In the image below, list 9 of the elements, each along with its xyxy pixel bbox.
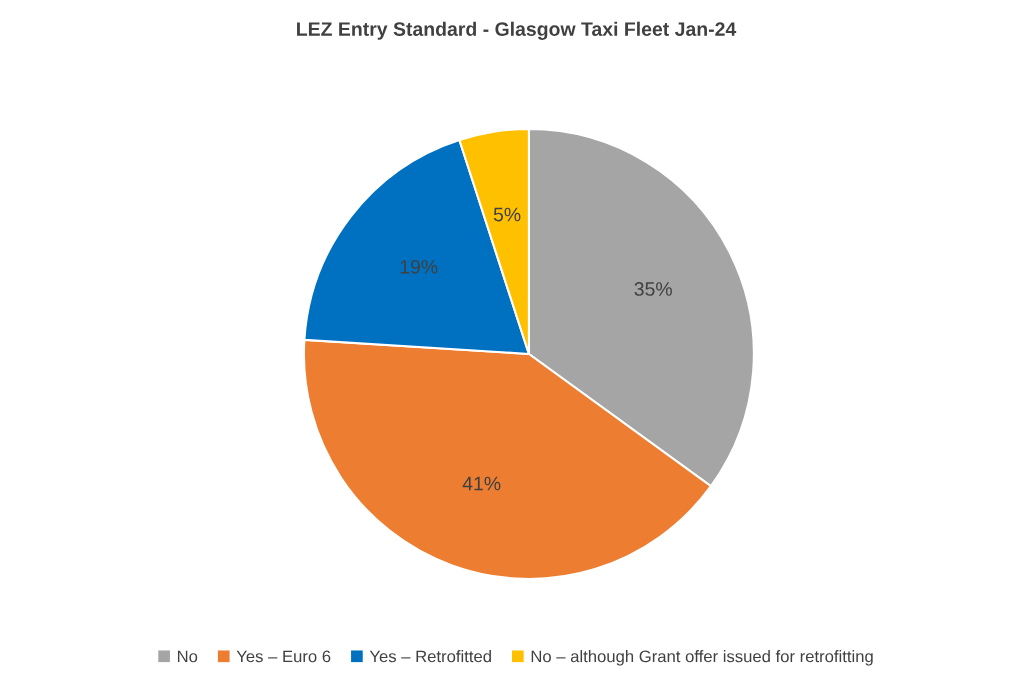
data-label: 19% (400, 259, 438, 274)
chart-title: LEZ Entry Standard - Glasgow Taxi Fleet Jan-24 (297, 21, 737, 40)
legend-label: No – although Grant offer issued for retrofitting (531, 650, 873, 666)
legend-label: Yes – Euro 6 (236, 650, 331, 663)
legend-label: No (177, 650, 198, 663)
legend-label: Yes – Retrofitted (369, 650, 491, 663)
data-label: 5% (493, 207, 521, 222)
data-label: 41% (462, 476, 501, 491)
data-label: 35% (634, 282, 672, 296)
